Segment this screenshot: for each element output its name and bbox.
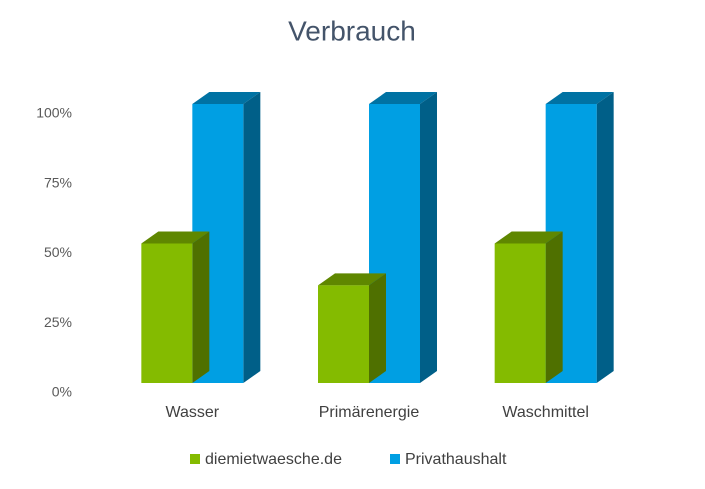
y-tick-label: 75%: [44, 174, 72, 190]
bar-side: [243, 92, 261, 383]
bar-side: [192, 231, 210, 383]
y-tick-label: 100%: [36, 105, 72, 121]
y-tick-label: 0%: [52, 384, 72, 400]
legend-label: Privathaushalt: [405, 451, 507, 468]
y-tick-label: 50%: [44, 244, 72, 260]
legend-swatch: [190, 454, 200, 464]
bar-top: [192, 92, 261, 104]
bar-top: [369, 92, 437, 104]
bar: [318, 285, 369, 383]
bar-top: [141, 231, 210, 244]
y-tick-label: 25%: [44, 314, 72, 330]
x-tick-label: Waschmittel: [502, 404, 589, 421]
legend-swatch: [390, 454, 400, 464]
bar-side: [420, 92, 437, 383]
bar-side: [545, 231, 563, 383]
x-tick-label: Wasser: [166, 404, 220, 421]
legend-label: diemietwaesche.de: [205, 451, 342, 468]
bar-side: [596, 92, 614, 383]
bar-top: [545, 92, 614, 104]
bar-side: [369, 273, 386, 383]
chart-title: Verbrauch: [288, 15, 416, 46]
bar: [141, 243, 193, 383]
bar-top: [494, 231, 563, 244]
bar: [494, 243, 546, 383]
bar-top: [318, 273, 386, 286]
x-tick-label: Primärenergie: [319, 404, 420, 421]
